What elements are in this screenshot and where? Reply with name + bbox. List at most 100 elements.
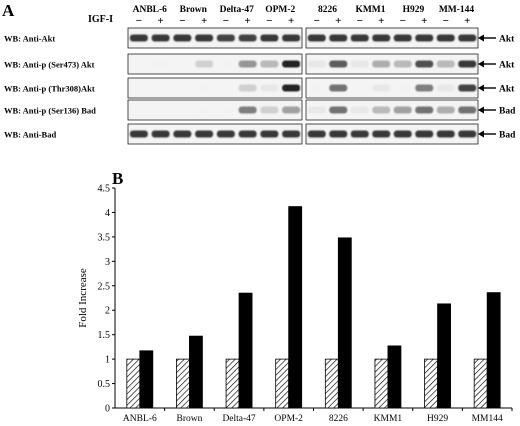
blot-band	[151, 60, 170, 68]
blot-band	[307, 106, 326, 114]
blot-band	[216, 34, 235, 42]
lane-sign: +	[335, 15, 341, 27]
treatment-label: IGF-I	[88, 14, 113, 25]
bar-igf	[139, 350, 154, 409]
blot-band	[436, 106, 455, 114]
panel-a-label: A	[2, 1, 15, 20]
blot-band	[393, 60, 412, 68]
blot-band	[350, 34, 369, 42]
blot-band	[415, 60, 434, 68]
blot-band	[129, 130, 148, 138]
blot-strip-left	[127, 99, 303, 121]
bar-control	[275, 358, 290, 409]
blot-band	[393, 106, 412, 114]
blot-band	[216, 130, 235, 138]
blot-row-label: WB: Anti-p (Thr308)Akt	[4, 84, 95, 94]
band-name-label: Akt	[499, 85, 515, 95]
blot-band	[195, 130, 214, 138]
y-tick-label: 0	[105, 404, 110, 415]
blot-band	[260, 130, 279, 138]
band-name-label: Akt	[499, 61, 515, 71]
chart-plot-area: 0 0.5 1 1.5 2 2.5 3 3.5 4 4.5 ANBL-6 Brown Delta-47 O…	[98, 184, 513, 424]
y-tick-label: 2	[105, 306, 110, 317]
blot-band	[238, 60, 257, 68]
blot-row: WB: Anti-Akt Akt	[4, 27, 515, 49]
y-tick-label: 1.5	[98, 330, 111, 341]
bar-igf	[486, 292, 501, 409]
lane-sign: +	[157, 15, 163, 27]
blot-band	[436, 60, 455, 68]
blot-band	[195, 60, 214, 68]
blot-band	[458, 60, 477, 68]
blot-band	[415, 130, 434, 138]
blot-band	[282, 130, 301, 138]
blot-band	[282, 106, 301, 114]
x-tick-label: Brown	[177, 414, 203, 424]
blot-band	[238, 130, 257, 138]
cell-line-label: 8226	[318, 5, 337, 15]
cell-line-label: MM-144	[439, 5, 475, 15]
blot-band	[458, 34, 477, 42]
blot-band	[307, 60, 326, 68]
blot-row: WB: Anti-p (Ser136) Bad Bad	[4, 99, 516, 121]
blot-band	[282, 34, 301, 42]
blot-band	[329, 130, 348, 138]
y-tick-label: 4	[105, 208, 110, 219]
cell-line-label: H929	[403, 5, 425, 15]
blot-band	[307, 130, 326, 138]
cell-line-label: Brown	[180, 5, 208, 15]
blot-band	[458, 130, 477, 138]
blot-rows: WB: Anti-Akt Akt WB: Anti-p (Ser473) Akt Ak…	[4, 27, 516, 145]
lane-sign: −	[400, 15, 406, 27]
bar-igf	[387, 345, 402, 409]
band-arrow-head	[478, 60, 484, 68]
y-tick-label: 3.5	[98, 232, 111, 243]
panel-a-western-blot: A IGF-I ANBL-6 Brown Delta-47 OPM-2 8226 KMM1…	[2, 1, 516, 145]
blot-row-label: WB: Anti-Bad	[4, 130, 56, 140]
blot-band	[350, 60, 369, 68]
x-tick-label: KMM1	[374, 414, 403, 424]
blot-strip-left	[127, 53, 303, 75]
blot-row: WB: Anti-Bad Bad	[4, 123, 516, 145]
blot-band	[436, 84, 455, 92]
bar-igf	[189, 335, 203, 409]
blot-band	[151, 130, 170, 138]
blot-strip-left	[127, 27, 303, 49]
bar-control	[225, 358, 240, 409]
blot-band	[216, 60, 235, 68]
cell-line-label: ANBL-6	[133, 5, 168, 15]
band-arrow-head	[478, 130, 484, 138]
band-name-label: Bad	[499, 107, 516, 117]
blot-band	[393, 34, 412, 42]
blot-band	[216, 106, 235, 114]
blot-band	[329, 84, 348, 92]
bar-control	[126, 358, 141, 409]
blot-band	[415, 84, 434, 92]
blot-band	[415, 106, 434, 114]
blot-band	[195, 106, 214, 114]
blot-row-label: WB: Anti-p (Ser136) Bad	[4, 106, 96, 116]
band-arrow-head	[478, 84, 484, 92]
blot-band	[329, 60, 348, 68]
blot-band	[329, 34, 348, 42]
cell-line-label: Delta-47	[220, 5, 255, 15]
bar-control	[176, 358, 190, 409]
lane-sign: −	[443, 15, 449, 27]
x-tick-label: 8226	[329, 414, 348, 424]
blot-band	[260, 60, 279, 68]
blot-band	[393, 84, 412, 92]
x-tick-label: H929	[427, 414, 448, 424]
x-tick-label: ANBL-6	[123, 414, 157, 424]
y-tick-label: 1	[105, 355, 110, 366]
lane-sign: +	[201, 15, 207, 27]
blot-band	[238, 106, 257, 114]
blot-band	[372, 34, 391, 42]
lane-sign: +	[421, 15, 427, 27]
cell-line-labels: ANBL-6 Brown Delta-47 OPM-2 8226 KMM1 H929 MM-1…	[133, 5, 475, 15]
cell-line-label: KMM1	[355, 5, 385, 15]
bar-control	[473, 358, 488, 409]
blot-band	[260, 34, 279, 42]
blot-band	[436, 130, 455, 138]
y-axis-label: Fold Increase	[77, 268, 89, 328]
